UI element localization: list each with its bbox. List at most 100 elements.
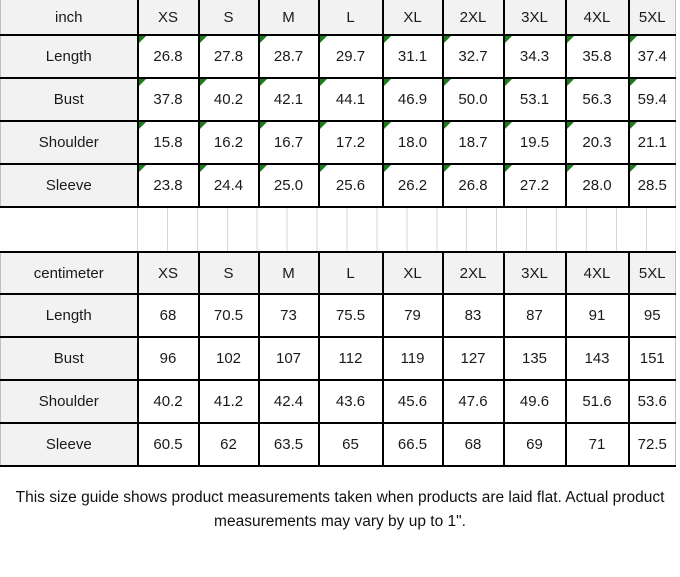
measurement-cell: 83 bbox=[441, 293, 505, 338]
measurement-value: 20.3 bbox=[582, 134, 612, 151]
measurement-value: 31.1 bbox=[397, 48, 428, 65]
measurement-value: 28.0 bbox=[582, 177, 612, 194]
measurement-cell: 69 bbox=[502, 422, 567, 467]
measurement-cell: 135 bbox=[502, 336, 567, 381]
measurement-cell: 79 bbox=[381, 293, 444, 338]
measurement-cell: 91 bbox=[564, 293, 630, 338]
measurement-value: 59.4 bbox=[637, 91, 667, 108]
measurement-cell: 24.4 bbox=[197, 163, 260, 208]
measurement-value: 40.2 bbox=[153, 393, 183, 410]
measurement-cell: 112 bbox=[317, 336, 384, 381]
measurement-row: Bust 37.8 40.2 42.1 44.1 46.9 50.0 53.1 56.3 59.4 bbox=[0, 77, 676, 122]
measurement-value: 17.2 bbox=[335, 134, 366, 151]
measurement-value: 26.2 bbox=[397, 177, 428, 194]
measurement-value: 107 bbox=[275, 350, 302, 367]
size-col-header: M bbox=[257, 251, 320, 295]
note-line-1: This size guide shows product measuremen… bbox=[15, 489, 665, 506]
measurement-cell: 32.7 bbox=[441, 34, 505, 79]
cell-flag-icon bbox=[139, 123, 146, 129]
measurement-cell: 28.5 bbox=[627, 163, 676, 208]
measurement-cell: 96 bbox=[136, 336, 200, 381]
measurement-cell: 53.1 bbox=[502, 77, 567, 122]
measurement-value: 32.7 bbox=[458, 48, 488, 65]
measurement-cell: 46.9 bbox=[381, 77, 444, 122]
cell-flag-icon bbox=[384, 37, 391, 43]
measurement-value: 112 bbox=[338, 350, 363, 367]
measurement-value: 46.9 bbox=[397, 91, 428, 108]
row-label: Shoulder bbox=[0, 120, 139, 165]
measurement-cell: 21.1 bbox=[627, 120, 676, 165]
measurement-cell: 56.3 bbox=[564, 77, 630, 122]
measurement-value: 49.6 bbox=[519, 393, 550, 410]
cell-flag-icon bbox=[384, 123, 391, 129]
measurement-cell: 53.6 bbox=[627, 379, 676, 424]
cell-flag-icon bbox=[260, 166, 267, 172]
measurement-cell: 26.8 bbox=[441, 163, 505, 208]
measurement-value: 25.0 bbox=[273, 177, 304, 194]
row-label: Shoulder bbox=[0, 379, 139, 424]
measurement-cell: 18.7 bbox=[441, 120, 505, 165]
cell-flag-icon bbox=[200, 80, 207, 86]
measurement-value: 28.5 bbox=[637, 177, 667, 194]
measurement-value: 18.7 bbox=[458, 134, 488, 151]
measurement-value: 24.4 bbox=[213, 177, 244, 194]
cell-flag-icon bbox=[567, 37, 574, 43]
measurement-value: 71 bbox=[588, 436, 606, 453]
measurement-cell: 19.5 bbox=[502, 120, 567, 165]
measurement-value: 69 bbox=[526, 436, 543, 453]
row-label: Bust bbox=[0, 77, 139, 122]
cell-flag-icon bbox=[139, 37, 146, 43]
measurement-cell: 26.8 bbox=[136, 34, 200, 79]
measurement-cell: 16.2 bbox=[197, 120, 260, 165]
measurement-cell: 28.0 bbox=[564, 163, 630, 208]
measurement-cell: 40.2 bbox=[136, 379, 200, 424]
size-col-header: 2XL bbox=[441, 251, 505, 295]
measurement-value: 35.8 bbox=[582, 48, 612, 65]
measurement-cell: 37.8 bbox=[136, 77, 200, 122]
measurement-cell: 35.8 bbox=[564, 34, 630, 79]
cell-flag-icon bbox=[444, 37, 451, 43]
measurement-value: 19.5 bbox=[519, 134, 550, 151]
measurement-cell: 107 bbox=[257, 336, 320, 381]
measurement-cell: 60.5 bbox=[136, 422, 200, 467]
measurement-value: 83 bbox=[464, 307, 482, 324]
measurement-value: 63.5 bbox=[273, 436, 304, 453]
measurement-row: Shoulder 15.8 16.2 16.7 17.2 18.0 18.7 19.5 20.3… bbox=[0, 120, 676, 165]
measurement-value: 37.8 bbox=[153, 91, 183, 108]
measurement-cell: 68 bbox=[136, 293, 200, 338]
cell-flag-icon bbox=[630, 123, 637, 129]
measurement-row: Length 68 70.5 73 75.5 79 83 87 91 95 bbox=[0, 293, 676, 338]
size-col-header: XS bbox=[136, 0, 200, 36]
measurement-value: 42.1 bbox=[273, 91, 304, 108]
measurement-cell: 50.0 bbox=[441, 77, 505, 122]
measurement-row: Sleeve 23.8 24.4 25.0 25.6 26.2 26.8 27.2 28.0 28… bbox=[0, 163, 676, 208]
size-col-header: L bbox=[317, 0, 384, 36]
spreadsheet-gap bbox=[0, 208, 680, 251]
size-table-centimeter: centimeter XS S M L XL 2XL 3XL 4XL 5XL Length 68 7… bbox=[0, 251, 676, 467]
measurement-value: 96 bbox=[159, 350, 177, 367]
measurement-cell: 127 bbox=[441, 336, 505, 381]
cell-flag-icon bbox=[260, 37, 267, 43]
measurement-cell: 34.3 bbox=[502, 34, 567, 79]
cell-flag-icon bbox=[200, 166, 207, 172]
measurement-value: 15.8 bbox=[153, 134, 183, 151]
measurement-value: 45.6 bbox=[397, 393, 428, 410]
cell-flag-icon bbox=[260, 80, 267, 86]
measurement-cell: 66.5 bbox=[381, 422, 444, 467]
measurement-value: 43.6 bbox=[335, 393, 366, 410]
cell-flag-icon bbox=[200, 37, 207, 43]
measurement-cell: 37.4 bbox=[627, 34, 676, 79]
measurement-value: 16.2 bbox=[213, 134, 244, 151]
cell-flag-icon bbox=[630, 166, 637, 172]
measurement-value: 37.4 bbox=[637, 48, 667, 65]
size-table-inch: inch XS S M L XL 2XL 3XL 4XL 5XL Length 26.8 27.8 2… bbox=[0, 0, 676, 208]
cell-flag-icon bbox=[384, 166, 391, 172]
measurement-cell: 26.2 bbox=[381, 163, 444, 208]
measurement-value: 65 bbox=[342, 436, 359, 453]
measurement-cell: 15.8 bbox=[136, 120, 200, 165]
measurement-value: 91 bbox=[588, 307, 606, 324]
cell-flag-icon bbox=[505, 80, 512, 86]
size-col-header: 4XL bbox=[564, 0, 630, 36]
measurement-value: 34.3 bbox=[519, 48, 550, 65]
measurement-value: 143 bbox=[584, 350, 610, 367]
